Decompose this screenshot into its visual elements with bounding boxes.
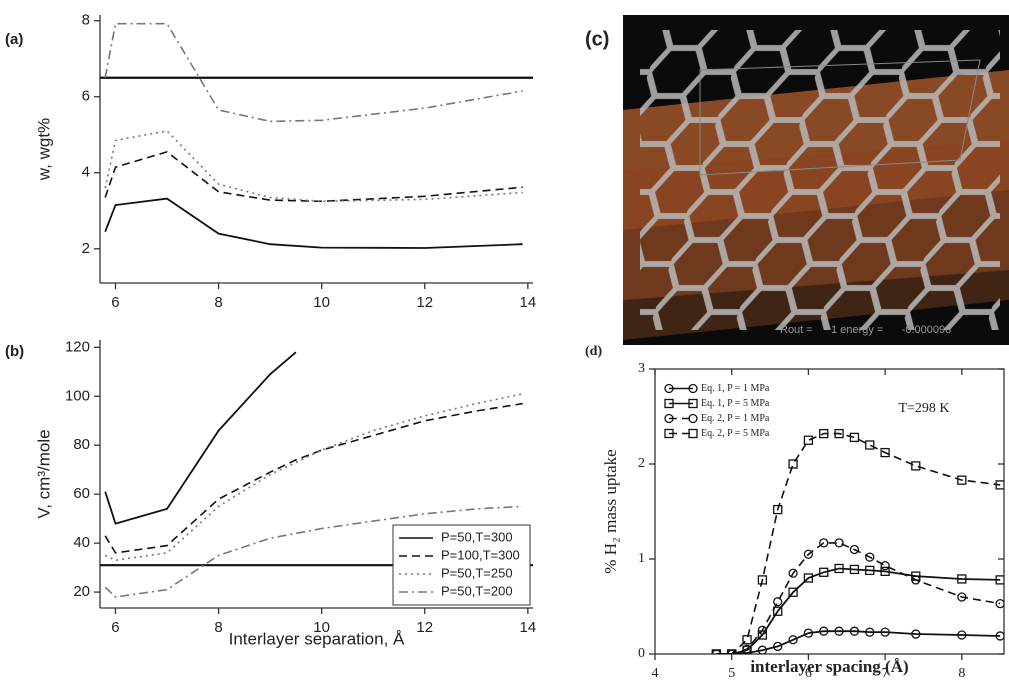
marker xyxy=(774,598,782,606)
y-tick-label: 40 xyxy=(73,534,90,551)
series-line xyxy=(105,352,296,523)
y-tick-label: 1 xyxy=(638,551,645,566)
marker xyxy=(820,539,828,547)
x-tick-label: 12 xyxy=(416,294,433,311)
x-tick-label: 10 xyxy=(313,294,330,311)
x-axis-label: Interlayer separation, Å xyxy=(229,629,405,648)
series-line xyxy=(105,152,523,201)
plot-area xyxy=(105,24,523,248)
x-tick-label: 6 xyxy=(111,619,119,636)
y-axis-label: w, wgt% xyxy=(34,118,53,181)
y-axis-label: % H₂ mass uptake xyxy=(601,449,620,573)
x-tick-label: 8 xyxy=(214,294,222,311)
legend-label: P=50,T=300 xyxy=(441,529,513,544)
x-axis-label: interlayer spacing (Å) xyxy=(750,657,908,676)
marker xyxy=(881,562,889,570)
legend-label: P=100,T=300 xyxy=(441,547,520,562)
y-tick-label: 0 xyxy=(638,646,645,661)
marker xyxy=(912,462,920,470)
marker xyxy=(866,441,874,449)
chart-panel: (a) 2 4 6 8 6 8 10 12 14 w, wgt% xyxy=(5,12,536,311)
legend-label: Eq. 2, P = 5 MPa xyxy=(701,428,770,439)
figure: (c) Rout = 1 energy = -0.000098 (a) 2 4 6 8 6… xyxy=(0,0,1009,682)
marker xyxy=(789,460,797,468)
panel-label: (d) xyxy=(585,344,602,359)
y-tick-label: 100 xyxy=(65,387,90,404)
x-tick-label: 8 xyxy=(958,666,965,681)
y-tick-label: 6 xyxy=(82,88,90,105)
chart-panel: (d)012345678% H₂ mass uptakeinterlayer s… xyxy=(585,344,1004,681)
x-tick-label: 8 xyxy=(214,619,222,636)
x-tick-label: 14 xyxy=(520,619,537,636)
plot-area xyxy=(712,430,1004,658)
x-tick-label: 5 xyxy=(728,666,735,681)
series-line xyxy=(105,24,523,122)
legend-label: Eq. 1, P = 5 MPa xyxy=(701,398,770,409)
x-tick-label: 12 xyxy=(416,619,433,636)
y-tick-label: 60 xyxy=(73,485,90,502)
legend: P=50,T=300 P=100,T=300 P=50,T=250 P=50,T=20… xyxy=(393,525,530,605)
y-tick-label: 8 xyxy=(82,12,90,29)
series-line xyxy=(105,131,523,201)
legend-label: P=50,T=200 xyxy=(441,583,513,598)
annotation: T=298 K xyxy=(898,401,949,416)
y-tick-label: 2 xyxy=(638,456,645,471)
y-tick-label: 3 xyxy=(638,361,645,376)
y-tick-label: 2 xyxy=(82,240,90,257)
x-tick-label: 6 xyxy=(111,294,119,311)
y-axis-label: V, cm³/mole xyxy=(34,429,53,518)
legend-label: Eq. 2, P = 1 MPa xyxy=(701,413,770,424)
plot-frame xyxy=(655,369,1004,654)
series-line xyxy=(716,434,1000,654)
legend-label: P=50,T=250 xyxy=(441,565,513,580)
y-tick-label: 80 xyxy=(73,436,90,453)
panel-label: (b) xyxy=(5,343,24,360)
image-panel xyxy=(623,15,1009,345)
panel-label: (c) xyxy=(585,28,609,50)
y-tick-label: 120 xyxy=(65,338,90,355)
series-line xyxy=(105,199,523,248)
legend-label: Eq. 1, P = 1 MPa xyxy=(701,383,770,394)
x-tick-label: 4 xyxy=(652,666,659,681)
panel-label: (a) xyxy=(5,31,23,48)
x-tick-label: 14 xyxy=(520,294,537,311)
y-tick-label: 4 xyxy=(82,164,90,181)
image-annotation: Rout = 1 energy = -0.000098 xyxy=(780,324,951,336)
marker xyxy=(804,436,812,444)
y-tick-label: 20 xyxy=(73,583,90,600)
legend: Eq. 1, P = 1 MPa Eq. 1, P = 5 MPa Eq. 2, P… xyxy=(665,383,770,439)
